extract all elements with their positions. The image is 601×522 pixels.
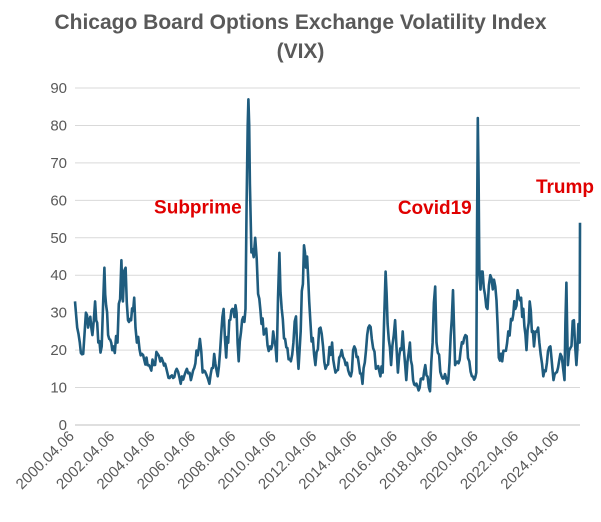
y-tick-label: 40 <box>50 267 67 284</box>
y-tick-label: 50 <box>50 230 67 247</box>
series-layer <box>73 98 582 393</box>
y-axis-ticks: 0 10 20 30 40 50 60 70 80 90 <box>50 80 67 434</box>
chart-title: Chicago Board Options Exchange Volatilit… <box>0 8 601 66</box>
y-tick-label: 60 <box>50 192 67 209</box>
y-tick-label: 10 <box>50 380 67 397</box>
annotation-covid19: Covid19 <box>398 198 472 219</box>
y-tick-label: 20 <box>50 342 67 359</box>
y-tick-label: 90 <box>50 80 67 97</box>
vix-series-line <box>73 98 582 393</box>
chart-title-line-2: (VIX) <box>276 40 325 63</box>
annotations: Subprime Covid19 Trump <box>154 177 594 219</box>
annotation-trump: Trump <box>536 177 594 198</box>
y-tick-label: 0 <box>59 417 67 434</box>
y-tick-label: 70 <box>50 155 67 172</box>
x-axis-ticks: 2000.04.062002.04.062004.04.062006.04.06… <box>13 428 563 493</box>
chart-title-line-1: Chicago Board Options Exchange Volatilit… <box>54 11 547 34</box>
y-tick-label: 80 <box>50 117 67 134</box>
y-tick-label: 30 <box>50 305 67 322</box>
annotation-subprime: Subprime <box>154 197 242 218</box>
gridlines <box>75 87 580 426</box>
